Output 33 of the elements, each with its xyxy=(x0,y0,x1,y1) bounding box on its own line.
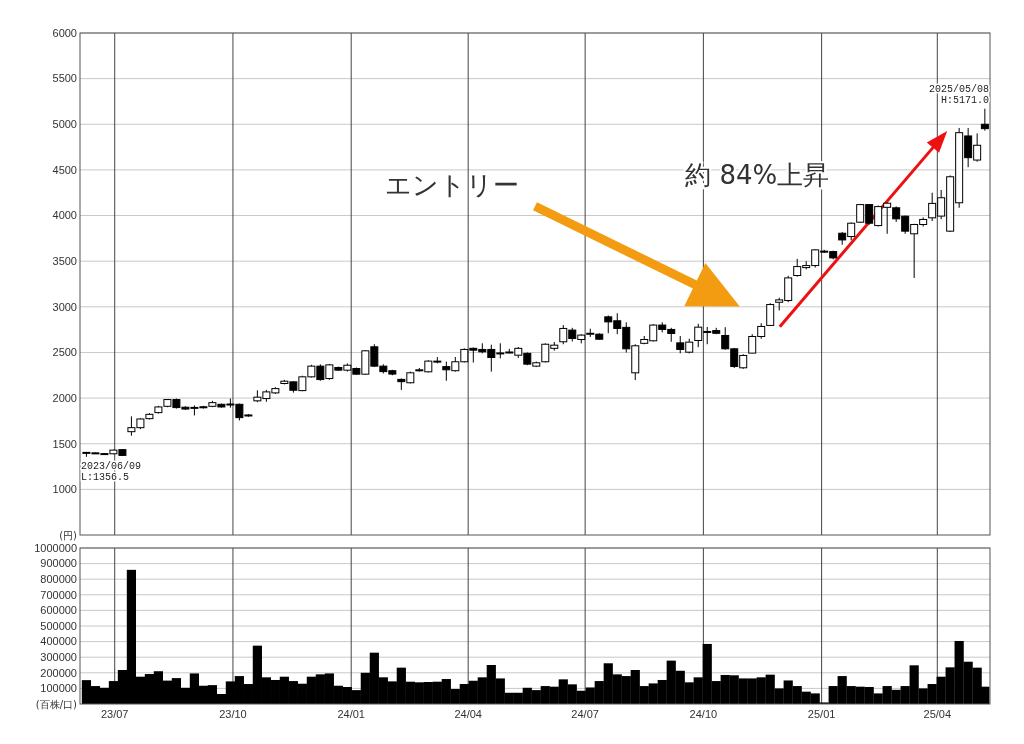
y-tick-label: 3500 xyxy=(52,255,77,268)
x-tick-label: 24/07 xyxy=(571,708,599,720)
x-tick-label: 25/01 xyxy=(807,708,836,720)
x-tick-label: 24/04 xyxy=(454,708,482,720)
y-axis-title: (百株/口) xyxy=(35,699,78,710)
y-tick-label: 300000 xyxy=(40,651,77,664)
x-tick-label: 24/01 xyxy=(337,708,365,720)
y-tick-label: 4000 xyxy=(52,209,77,222)
y-tick-label: 4500 xyxy=(52,163,77,176)
y-tick-label: 600000 xyxy=(40,604,77,617)
y-tick-label: 2000 xyxy=(52,391,77,404)
y-tick-label: 5000 xyxy=(52,118,77,131)
y-tick-label: 900000 xyxy=(40,557,77,570)
y-axis-title: (円) xyxy=(59,530,78,541)
x-tick-label: 24/10 xyxy=(689,708,718,720)
y-tick-label: 200000 xyxy=(40,666,77,679)
y-tick-label: 2500 xyxy=(52,346,77,359)
x-tick-label: 23/10 xyxy=(219,708,247,720)
x-tick-label: 23/07 xyxy=(100,708,129,720)
y-tick-label: 800000 xyxy=(40,573,77,586)
y-tick-label: 100000 xyxy=(40,682,77,695)
y-tick-label: 5500 xyxy=(52,72,77,85)
y-tick-label: 500000 xyxy=(40,619,77,632)
annotation: エントリー xyxy=(384,169,519,200)
y-tick-label: 3000 xyxy=(52,300,77,313)
y-tick-label: 400000 xyxy=(40,635,77,648)
y-tick-label: 6000 xyxy=(52,26,77,39)
y-tick-label: 1000000 xyxy=(34,541,77,554)
y-tick-label: 1000 xyxy=(52,483,77,496)
annotation: H:5171.0 xyxy=(940,94,989,106)
y-tick-label: 700000 xyxy=(40,588,77,601)
y-tick-label: 1500 xyxy=(52,437,77,450)
x-tick-label: 25/04 xyxy=(923,708,952,720)
